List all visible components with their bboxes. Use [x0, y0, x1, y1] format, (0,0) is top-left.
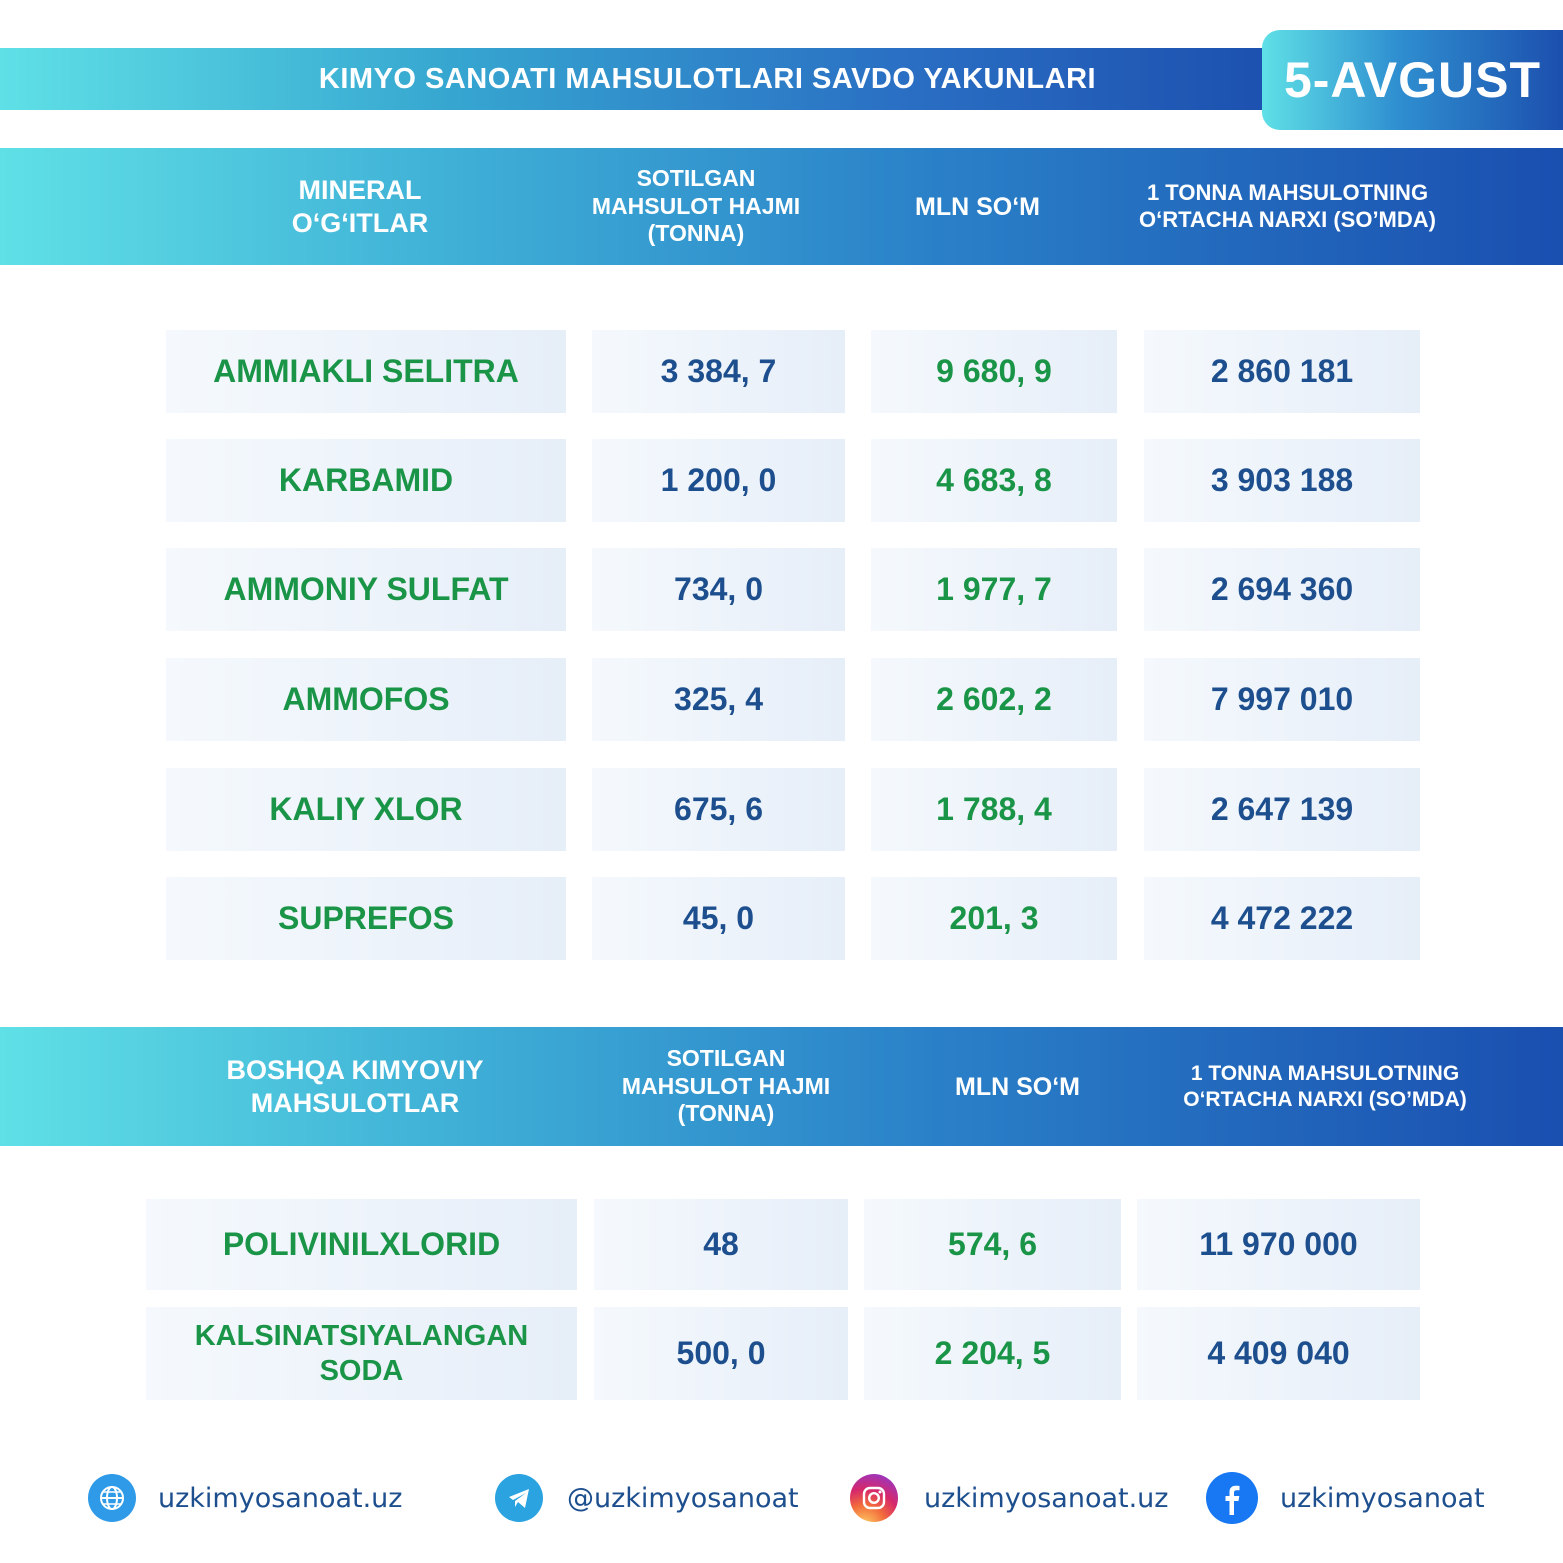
date-badge: 5-AVGUST — [1262, 30, 1563, 130]
instagram-link[interactable]: uzkimyosanoat.uz — [924, 1482, 1169, 1514]
row-name-text: KALSINATSIYALANGAN SODA — [194, 1319, 529, 1387]
row-name: KALIY XLOR — [166, 768, 566, 851]
telegram-link[interactable]: @uzkimyosanoat — [567, 1482, 799, 1514]
row-name: AMMONIY SULFAT — [166, 548, 566, 631]
row-price: 2 647 139 — [1144, 768, 1420, 851]
row-mln: 1 788, 4 — [871, 768, 1117, 851]
row-name: KARBAMID — [166, 439, 566, 522]
header-volume: SOTILGAN MAHSULOT HAJMI (TONNA) — [621, 1045, 831, 1127]
row-price: 4 409 040 — [1137, 1307, 1420, 1400]
footer-instagram[interactable]: uzkimyosanoat.uz — [850, 1472, 1168, 1524]
row-volume: 325, 4 — [592, 658, 845, 741]
footer-website[interactable]: uzkimyosanoat.uz — [88, 1472, 402, 1524]
header-volume: SOTILGAN MAHSULOT HAJMI (TONNA) — [591, 165, 801, 247]
row-volume: 3 384, 7 — [592, 330, 845, 413]
header-mln: MLN SO‘M — [955, 1072, 1080, 1101]
row-name: POLIVINILXLORID — [146, 1199, 577, 1290]
row-price: 2 860 181 — [1144, 330, 1420, 413]
row-price: 2 694 360 — [1144, 548, 1420, 631]
facebook-icon — [1206, 1472, 1258, 1524]
row-volume: 45, 0 — [592, 877, 845, 960]
globe-icon — [88, 1474, 136, 1522]
header-price: 1 TONNA MAHSULOTNING O‘RTACHA NARXI (SO’… — [1139, 180, 1436, 232]
row-name: SUPREFOS — [166, 877, 566, 960]
facebook-link[interactable]: uzkimyosanoat — [1280, 1482, 1485, 1514]
row-name: AMMIAKLI SELITRA — [166, 330, 566, 413]
row-mln: 574, 6 — [864, 1199, 1121, 1290]
row-name: KALSINATSIYALANGAN SODA — [146, 1307, 577, 1400]
website-link[interactable]: uzkimyosanoat.uz — [158, 1482, 403, 1514]
row-price: 4 472 222 — [1144, 877, 1420, 960]
row-mln: 9 680, 9 — [871, 330, 1117, 413]
section-header-other: BOSHQA KIMYOVIY MAHSULOTLAR SOTILGAN MAH… — [0, 1027, 1563, 1146]
page-title: KIMYO SANOATI MAHSULOTLARI SAVDO YAKUNLA… — [318, 62, 1097, 95]
row-volume: 1 200, 0 — [592, 439, 845, 522]
row-mln: 2 204, 5 — [864, 1307, 1121, 1400]
title-banner — [0, 48, 1290, 110]
row-mln: 201, 3 — [871, 877, 1117, 960]
row-mln: 2 602, 2 — [871, 658, 1117, 741]
row-mln: 4 683, 8 — [871, 439, 1117, 522]
header-product: MINERAL O‘G‘ITLAR — [291, 175, 429, 238]
instagram-icon — [850, 1474, 898, 1522]
header-mln: MLN SO‘M — [915, 192, 1040, 221]
section-header-mineral: MINERAL O‘G‘ITLAR SOTILGAN MAHSULOT HAJM… — [0, 148, 1563, 265]
telegram-icon — [495, 1474, 543, 1522]
footer-facebook[interactable]: uzkimyosanoat — [1206, 1472, 1485, 1524]
header-product: BOSHQA KIMYOVIY MAHSULOTLAR — [226, 1055, 484, 1118]
row-name: AMMOFOS — [166, 658, 566, 741]
row-price: 7 997 010 — [1144, 658, 1420, 741]
row-volume: 500, 0 — [594, 1307, 848, 1400]
row-volume: 734, 0 — [592, 548, 845, 631]
row-mln: 1 977, 7 — [871, 548, 1117, 631]
row-price: 3 903 188 — [1144, 439, 1420, 522]
row-price: 11 970 000 — [1137, 1199, 1420, 1290]
row-volume: 48 — [594, 1199, 848, 1290]
footer-telegram[interactable]: @uzkimyosanoat — [495, 1472, 799, 1524]
header-price: 1 TONNA MAHSULOTNING O‘RTACHA NARXI (SO’… — [1183, 1062, 1467, 1111]
row-volume: 675, 6 — [592, 768, 845, 851]
